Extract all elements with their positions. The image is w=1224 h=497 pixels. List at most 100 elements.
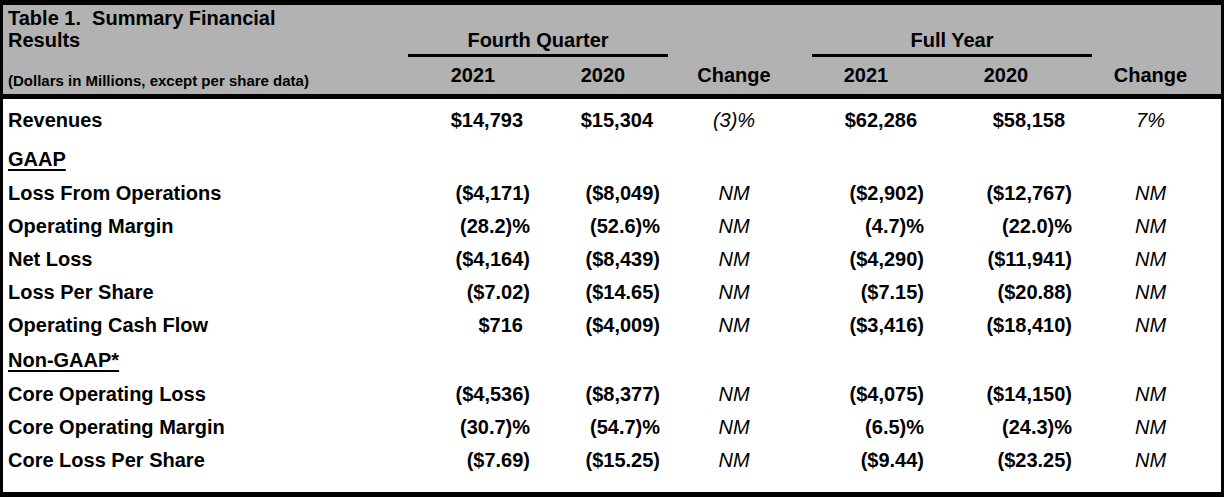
- col-header-q4-2021: 2021: [408, 64, 538, 87]
- change-cell: NM: [1080, 177, 1221, 210]
- change-cell: NM: [1080, 444, 1221, 477]
- change-cell: NM: [1080, 276, 1221, 309]
- value-cell: $716: [408, 309, 538, 342]
- row-label: Core Operating Margin: [3, 411, 408, 444]
- change-cell: 7%: [1080, 99, 1221, 141]
- value-cell: ($3,416): [800, 309, 932, 342]
- value-cell: ($23.25): [932, 444, 1080, 477]
- table-row-net-loss: Net Loss ($4,164) ($8,439) NM ($4,290) (…: [3, 243, 1221, 276]
- value-cell: (4.7)%: [800, 210, 932, 243]
- value-cell: ($8,049): [538, 177, 668, 210]
- change-cell: NM: [1080, 243, 1221, 276]
- empty-cell: [538, 141, 668, 177]
- value-cell: ($8,377): [538, 378, 668, 411]
- value-cell: ($4,536): [408, 378, 538, 411]
- value-cell: ($4,075): [800, 378, 932, 411]
- col-header-fy-change: Change: [1080, 64, 1221, 87]
- empty-cell: [668, 342, 800, 378]
- value-cell: ($4,164): [408, 243, 538, 276]
- column-group-full-year: Full Year: [812, 29, 1092, 57]
- value-cell: ($8,439): [538, 243, 668, 276]
- table-row-revenues: Revenues $14,793 $15,304 (3)% $62,286 $5…: [3, 99, 1221, 141]
- change-cell: NM: [1080, 309, 1221, 342]
- table-row-core-loss-per-share: Core Loss Per Share ($7.69) ($15.25) NM …: [3, 444, 1221, 477]
- table-row-core-operating-loss: Core Operating Loss ($4,536) ($8,377) NM…: [3, 378, 1221, 411]
- value-cell: $58,158: [932, 99, 1080, 141]
- table-row-operating-margin: Operating Margin (28.2)% (52.6)% NM (4.7…: [3, 210, 1221, 243]
- row-label: Loss From Operations: [3, 177, 408, 210]
- empty-cell: [932, 141, 1080, 177]
- table-title-line2: Results: [8, 29, 408, 51]
- section-label-gaap: GAAP: [3, 141, 408, 177]
- empty-cell: [408, 342, 538, 378]
- value-cell: (30.7)%: [408, 411, 538, 444]
- value-cell: $62,286: [800, 99, 932, 141]
- empty-cell: [538, 342, 668, 378]
- change-cell: NM: [668, 210, 800, 243]
- empty-cell: [800, 141, 932, 177]
- row-label: Net Loss: [3, 243, 408, 276]
- col-header-fy-2021: 2021: [800, 64, 932, 87]
- row-label: Core Loss Per Share: [3, 444, 408, 477]
- change-cell: NM: [668, 444, 800, 477]
- value-cell: ($7.15): [800, 276, 932, 309]
- value-cell: ($2,902): [800, 177, 932, 210]
- change-cell: NM: [668, 309, 800, 342]
- col-header-q4-change: Change: [668, 64, 800, 87]
- empty-cell: [1080, 141, 1221, 177]
- value-cell: ($4,009): [538, 309, 668, 342]
- value-cell: $15,304: [538, 99, 668, 141]
- table-row-section-gaap: GAAP: [3, 141, 1221, 177]
- empty-cell: [668, 141, 800, 177]
- empty-cell: [932, 342, 1080, 378]
- row-label: Operating Cash Flow: [3, 309, 408, 342]
- row-label: Core Operating Loss: [3, 378, 408, 411]
- table-title-cell: Table 1. Summary Financial Results (Doll…: [3, 5, 408, 94]
- row-label: Revenues: [3, 99, 408, 141]
- table-row-operating-cash-flow: Operating Cash Flow $716 ($4,009) NM ($3…: [3, 309, 1221, 342]
- row-label: Operating Margin: [3, 210, 408, 243]
- value-cell: ($15.25): [538, 444, 668, 477]
- table-row-loss-per-share: Loss Per Share ($7.02) ($14.65) NM ($7.1…: [3, 276, 1221, 309]
- value-cell: ($12,767): [932, 177, 1080, 210]
- value-cell: ($20.88): [932, 276, 1080, 309]
- value-cell: (24.3)%: [932, 411, 1080, 444]
- value-cell: ($7.69): [408, 444, 538, 477]
- value-cell: ($18,410): [932, 309, 1080, 342]
- table-units-note: (Dollars in Millions, except per share d…: [8, 72, 309, 89]
- change-cell: NM: [668, 177, 800, 210]
- change-cell: NM: [1080, 378, 1221, 411]
- section-label-non-gaap: Non-GAAP*: [3, 342, 408, 378]
- column-group-fourth-quarter: Fourth Quarter: [408, 29, 668, 57]
- table-body: Revenues $14,793 $15,304 (3)% $62,286 $5…: [3, 99, 1221, 477]
- value-cell: ($14.65): [538, 276, 668, 309]
- col-header-fy-2020: 2020: [932, 64, 1080, 87]
- value-cell: ($7.02): [408, 276, 538, 309]
- value-cell: ($11,941): [932, 243, 1080, 276]
- empty-cell: [1080, 342, 1221, 378]
- change-cell: NM: [668, 243, 800, 276]
- value-cell: ($14,150): [932, 378, 1080, 411]
- value-cell: ($9.44): [800, 444, 932, 477]
- change-cell: NM: [1080, 411, 1221, 444]
- table-header: Table 1. Summary Financial Results (Doll…: [3, 5, 1221, 99]
- value-cell: (52.6)%: [538, 210, 668, 243]
- empty-cell: [800, 342, 932, 378]
- value-cell: (28.2)%: [408, 210, 538, 243]
- table-row-core-operating-margin: Core Operating Margin (30.7)% (54.7)% NM…: [3, 411, 1221, 444]
- row-label: Loss Per Share: [3, 276, 408, 309]
- col-header-q4-2020: 2020: [538, 64, 668, 87]
- table-title-line1: Table 1. Summary Financial: [8, 7, 408, 29]
- value-cell: ($4,171): [408, 177, 538, 210]
- change-cell: (3)%: [668, 99, 800, 141]
- value-cell: ($4,290): [800, 243, 932, 276]
- table-row-loss-from-operations: Loss From Operations ($4,171) ($8,049) N…: [3, 177, 1221, 210]
- change-cell: NM: [668, 411, 800, 444]
- value-cell: (54.7)%: [538, 411, 668, 444]
- change-cell: NM: [668, 378, 800, 411]
- table-row-section-non-gaap: Non-GAAP*: [3, 342, 1221, 378]
- change-cell: NM: [668, 276, 800, 309]
- value-cell: (6.5)%: [800, 411, 932, 444]
- financial-summary-table: Table 1. Summary Financial Results (Doll…: [0, 0, 1224, 497]
- value-cell: $14,793: [408, 99, 538, 141]
